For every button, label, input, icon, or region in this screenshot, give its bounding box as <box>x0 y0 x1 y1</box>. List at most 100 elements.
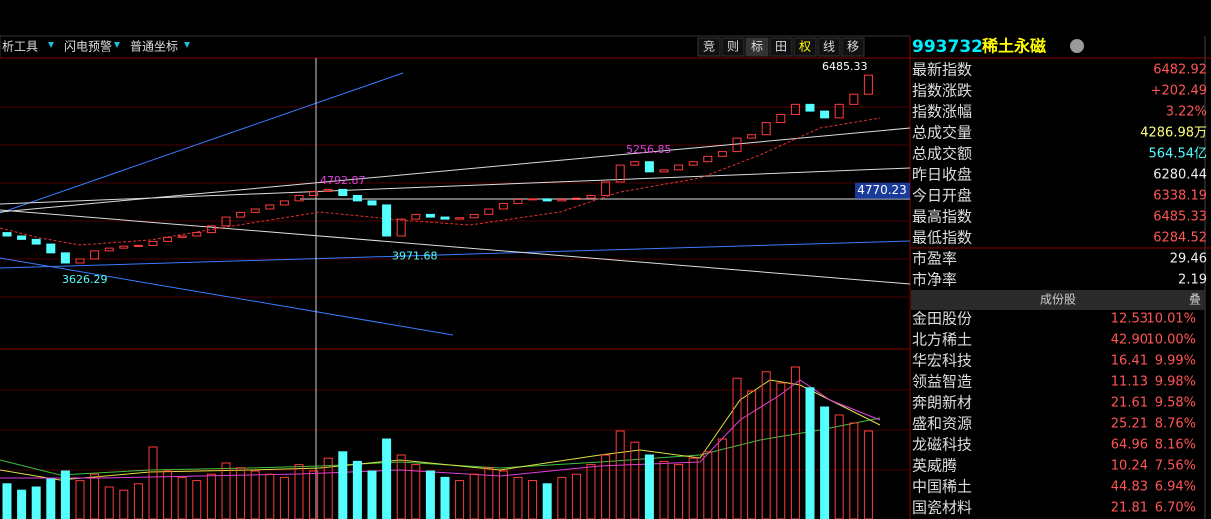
stock-name[interactable]: 盛和资源 <box>912 415 972 433</box>
toolbar-button[interactable]: 竞 <box>703 40 715 54</box>
stock-name[interactable]: 领益智造 <box>912 373 972 391</box>
info-label: 指数涨跌 <box>912 82 972 100</box>
info-value: 2.19 <box>1178 273 1207 288</box>
dropdown-arrow[interactable] <box>48 42 54 48</box>
info-value: 4286.98万 <box>1140 126 1207 141</box>
volume-bar <box>542 483 552 519</box>
stock-name[interactable]: 龙磁科技 <box>912 436 972 454</box>
toolbar-button[interactable]: 田 <box>775 40 787 54</box>
volume-bar <box>192 480 202 519</box>
stock-name[interactable]: 金田股份 <box>912 310 972 328</box>
candle <box>2 232 12 237</box>
info-value: 6338.19 <box>1153 189 1207 204</box>
candle <box>571 197 581 201</box>
candle <box>396 218 406 237</box>
candle <box>163 236 173 242</box>
volume-bar <box>411 464 421 519</box>
toolbar-button-bg[interactable] <box>769 37 793 57</box>
dropdown-arrow[interactable] <box>114 42 120 48</box>
toolbar-button-bg[interactable] <box>745 37 769 57</box>
candle <box>849 93 859 105</box>
candle <box>484 208 494 215</box>
candle <box>206 225 216 234</box>
candle <box>75 258 85 264</box>
stock-change: 7.56% <box>1155 459 1196 474</box>
stock-change: 9.98% <box>1155 375 1196 390</box>
volume-bar <box>17 489 27 519</box>
toolbar-button[interactable]: 则 <box>727 40 739 54</box>
candle <box>440 216 450 220</box>
candle <box>601 181 611 196</box>
candle <box>513 199 523 205</box>
info-label: 市盈率 <box>912 250 957 268</box>
candle <box>834 103 844 119</box>
stock-code: 993732 <box>912 37 983 57</box>
info-label: 总成交量 <box>912 124 972 142</box>
volume-bar <box>90 473 100 519</box>
stock-name[interactable]: 奔朗新材 <box>912 394 972 412</box>
candle <box>688 161 698 166</box>
candle <box>659 169 669 173</box>
candle <box>790 103 800 115</box>
volume-bar <box>820 406 830 519</box>
toolbar-button[interactable]: 普通坐标 <box>130 40 178 54</box>
stock-name[interactable]: 华宏科技 <box>912 352 972 370</box>
toolbar-button[interactable]: 标 <box>751 40 763 54</box>
volume-bar <box>630 441 640 519</box>
trend-lines <box>0 58 911 519</box>
toolbar-button[interactable]: 移 <box>847 40 859 54</box>
stock-name[interactable]: 北方稀土 <box>912 331 972 349</box>
volume-bar <box>571 473 581 519</box>
toolbar-button[interactable]: 析工具 <box>2 40 38 54</box>
candle <box>119 245 129 249</box>
candle <box>367 200 377 206</box>
toolbar-button-bg[interactable] <box>793 37 817 57</box>
toolbar-button-bg[interactable] <box>841 37 865 57</box>
info-value: 6482.92 <box>1153 63 1207 78</box>
stock-name[interactable]: 中国稀土 <box>912 478 972 496</box>
stock-change: 9.58% <box>1155 396 1196 411</box>
volume-bar <box>703 451 713 519</box>
volume-bar <box>60 470 70 519</box>
volume-bar <box>265 473 275 519</box>
candle <box>586 194 596 199</box>
toolbar-button-bg[interactable] <box>817 37 841 57</box>
candle <box>469 213 479 219</box>
candle <box>644 161 654 173</box>
info-label: 昨日收盘 <box>912 166 972 184</box>
stock-price: 64.96 <box>1111 438 1148 453</box>
candle <box>46 243 56 254</box>
toolbar-button-bg[interactable] <box>721 37 745 57</box>
price-tag-label: 4770.23 <box>857 183 907 197</box>
toolbar-button[interactable]: 权 <box>799 40 811 54</box>
toolbar-button-bg[interactable] <box>697 37 721 57</box>
volume-bar <box>352 460 362 519</box>
volume-bar <box>2 483 12 519</box>
stock-price: 11.13 <box>1111 375 1148 390</box>
stock-name[interactable]: 国瓷材料 <box>912 499 972 517</box>
table-header <box>911 290 1205 310</box>
info-label: 总成交额 <box>912 145 972 163</box>
volume-bar <box>323 457 333 519</box>
candle <box>294 194 304 202</box>
dropdown-arrow[interactable] <box>184 42 190 48</box>
candle <box>104 247 114 252</box>
info-label: 指数涨幅 <box>912 103 972 121</box>
candle <box>615 164 625 183</box>
info-value: 3.22% <box>1166 105 1207 120</box>
info-label: 市净率 <box>912 271 957 289</box>
toolbar-button[interactable]: 闪电预警 <box>64 39 112 54</box>
overlay-label[interactable]: 叠 <box>1189 293 1201 307</box>
volume-bar <box>75 480 85 519</box>
volume-bar <box>644 454 654 519</box>
candle <box>732 137 742 153</box>
candle <box>717 151 727 157</box>
toolbar-button[interactable]: 线 <box>823 40 835 54</box>
stock-name[interactable]: 英威腾 <box>912 457 957 475</box>
candle <box>250 208 260 213</box>
price-annotation: 3971.68 <box>392 250 438 263</box>
volume-bar <box>674 464 684 519</box>
volume-bar <box>469 473 479 519</box>
candle <box>863 74 873 95</box>
